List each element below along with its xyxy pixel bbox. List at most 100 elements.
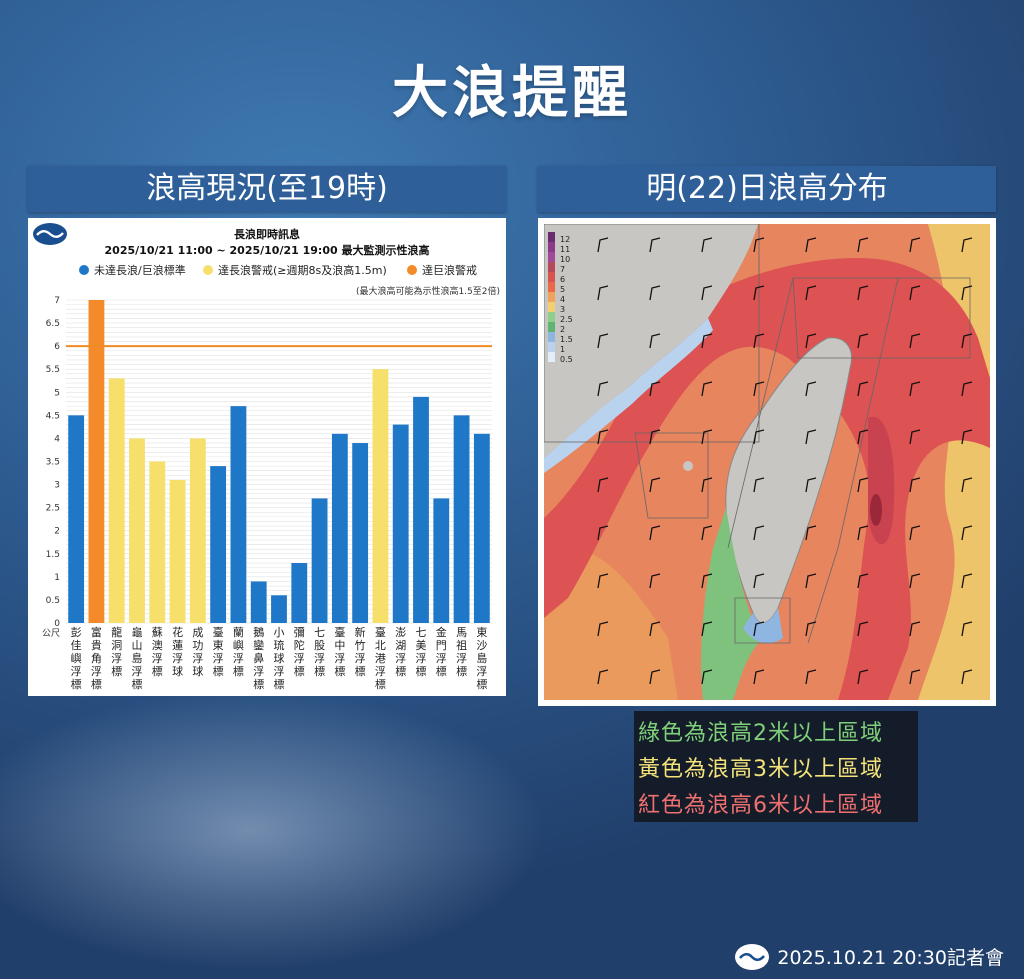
wave-forecast-map-panel: 12 11 10 7 6 5 4 3 2.5 2 1.5 1 0.5: [538, 218, 996, 706]
x-tick-label: 浮: [416, 652, 427, 665]
wind-barb-icon: [909, 525, 921, 541]
wind-barb-icon: [961, 237, 973, 253]
x-tick-label: 標: [476, 677, 487, 691]
bar: [453, 415, 470, 623]
scale-label: 1: [560, 345, 565, 354]
legend-marker: [79, 265, 89, 275]
x-tick-label: 鼻: [253, 651, 264, 665]
wind-barb-icon: [909, 573, 921, 589]
bar: [108, 378, 125, 623]
wind-barb-icon: [857, 525, 869, 541]
wind-barb-icon: [805, 381, 817, 397]
scale-label: 3: [560, 305, 565, 314]
wind-barb-icon: [649, 573, 661, 589]
wind-barb-icon: [961, 285, 973, 301]
wind-barb-icon: [857, 621, 869, 637]
x-tick-label: 標: [456, 664, 467, 678]
bar: [433, 498, 450, 623]
wind-barb-icon: [701, 333, 713, 349]
x-tick-label: 澳: [152, 639, 163, 652]
chart-title: 長浪即時訊息: [234, 227, 300, 241]
legend-label: 未達長浪/巨浪標準: [94, 263, 186, 277]
x-tick-label: 球: [274, 651, 285, 665]
x-tick-label: 標: [395, 664, 406, 678]
wind-barb-icon: [857, 477, 869, 493]
x-tick-label: 球: [192, 664, 203, 678]
wind-barb-icon: [805, 573, 817, 589]
x-tick-label: 浮: [456, 652, 467, 665]
footer-timestamp: 2025.10.21 20:30記者會: [777, 947, 1004, 969]
x-tick-label: 新: [355, 625, 366, 639]
wind-barb-icon: [857, 333, 869, 349]
wind-barb-icon: [909, 621, 921, 637]
x-tick-label: 標: [294, 664, 305, 678]
x-tick-label: 臺: [213, 625, 224, 639]
x-tick-label: 浮: [233, 652, 244, 665]
scale-label: 11: [560, 245, 570, 254]
bar: [169, 479, 186, 623]
chart-note: (最大浪高可能為示性浪高1.5至2倍): [356, 285, 500, 297]
wind-barb-icon: [597, 333, 609, 349]
x-tick-label: 浮: [213, 652, 224, 665]
wind-barb-icon: [597, 525, 609, 541]
wind-barb-icon: [701, 525, 713, 541]
wave-status-header: 浪高現況(至19時): [28, 166, 506, 212]
x-tick-label: 金: [436, 625, 447, 639]
scale-swatch: [548, 262, 555, 272]
wind-barb-icon: [805, 477, 817, 493]
x-tick-label: 成: [192, 626, 203, 639]
wind-barb-icon: [961, 621, 973, 637]
scale-swatch: [548, 292, 555, 302]
x-tick-label: 彭: [71, 625, 82, 639]
wind-barb-icon: [753, 381, 765, 397]
legend-label: 達長浪警戒(≥週期8s及浪高1.5m): [218, 263, 387, 277]
wind-barb-icon: [597, 429, 609, 445]
wind-barb-icon: [649, 285, 661, 301]
x-tick-label: 標: [416, 664, 427, 678]
x-tick-label: 龍: [111, 625, 122, 639]
x-tick-label: 祖: [456, 638, 467, 652]
x-tick-label: 標: [436, 664, 447, 678]
y-tick-label: 2.5: [46, 504, 60, 514]
x-tick-label: 浮: [172, 652, 183, 665]
wind-barb-icon: [701, 573, 713, 589]
x-tick-label: 小: [274, 626, 285, 639]
wind-barb-icon: [857, 381, 869, 397]
wave-height-bar-chart: 長浪即時訊息 2025/10/21 11:00 ~ 2025/10/21 19:…: [33, 223, 500, 691]
wind-barb-icon: [753, 237, 765, 253]
wave-forecast-header: 明(22)日浪高分布: [538, 166, 996, 212]
x-tick-label: 門: [436, 639, 447, 652]
legend-yellow-line: 黃色為浪高3米以上區域: [638, 757, 883, 782]
y-tick-label: 0: [54, 619, 60, 629]
scale-swatch: [548, 282, 555, 292]
scale-swatch: [548, 352, 555, 362]
x-tick-label: 球: [172, 664, 183, 678]
wind-barb-icon: [857, 573, 869, 589]
scale-swatch: [548, 302, 555, 312]
wind-barb-icon: [753, 669, 765, 685]
wind-barb-icon: [649, 477, 661, 493]
x-tick-label: 臺: [334, 625, 345, 639]
wave-height-chart-panel: 長浪即時訊息 2025/10/21 11:00 ~ 2025/10/21 19:…: [28, 218, 506, 696]
wind-barb-icon: [753, 525, 765, 541]
x-tick-label: 竹: [355, 638, 366, 652]
scale-swatch: [548, 312, 555, 322]
wind-barb-icon: [753, 429, 765, 445]
y-tick-label: 4: [54, 434, 60, 444]
x-tick-label: 山: [132, 639, 143, 652]
x-tick-label: 鵝: [253, 625, 264, 639]
wind-barb-icon: [857, 285, 869, 301]
wind-barb-icon: [805, 669, 817, 685]
x-tick-label: 標: [71, 677, 82, 691]
x-tick-label: 浮: [476, 665, 487, 678]
bar: [149, 461, 166, 623]
y-tick-label: 5.5: [46, 365, 60, 375]
wind-barb-icon: [753, 621, 765, 637]
wind-barb-icon: [909, 381, 921, 397]
map-color-legend: 綠色為浪高2米以上區域 黃色為浪高3米以上區域 紅色為浪高6米以上區域: [634, 711, 918, 822]
x-tick-label: 龜: [132, 626, 143, 639]
x-tick-label: 東: [476, 626, 487, 639]
wind-barb-icon: [857, 237, 869, 253]
legend-label: 達巨浪警戒: [422, 263, 477, 277]
x-tick-label: 標: [132, 677, 143, 691]
